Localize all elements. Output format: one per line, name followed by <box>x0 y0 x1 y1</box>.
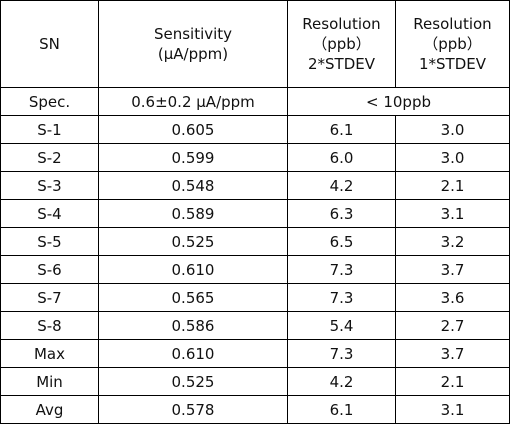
data-cell: 7.3 <box>287 283 396 312</box>
spec-cell: < 10ppb <box>287 87 510 116</box>
data-cell: 2.7 <box>395 311 510 340</box>
data-cell: 0.589 <box>98 199 288 228</box>
data-cell: 0.525 <box>98 227 288 256</box>
data-row: Min 0.525 4.2 2.1 <box>0 367 510 396</box>
spec-cell: Spec. <box>0 87 99 116</box>
header-cell: Sensitivity (μA/ppm) <box>98 0 288 88</box>
data-cell: Min <box>0 367 99 396</box>
data-cell: 3.0 <box>395 143 510 172</box>
header-text: 1*STDEV <box>418 55 487 73</box>
data-cell: 4.2 <box>287 367 396 396</box>
data-cell: 7.3 <box>287 255 396 284</box>
header-row: SN Sensitivity (μA/ppm) Resolution （ppb） 2*ST… <box>0 0 510 88</box>
data-cell: 2.1 <box>395 367 510 396</box>
data-cell: Max <box>0 339 99 368</box>
header-text: Resolution <box>302 15 381 33</box>
data-row: S-7 0.565 7.3 3.6 <box>0 283 510 312</box>
spec-cell: 0.6±0.2 μA/ppm <box>98 87 288 116</box>
data-cell: 0.605 <box>98 115 288 144</box>
data-row: S-2 0.599 6.0 3.0 <box>0 143 510 172</box>
data-row: Avg 0.578 6.1 3.1 <box>0 395 510 424</box>
header-text: (μA/ppm) <box>157 45 229 63</box>
header-cell: Resolution （ppb） 2*STDEV <box>287 0 396 88</box>
header-text: （ppb） <box>312 35 371 53</box>
data-cell: S-3 <box>0 171 99 200</box>
header-text: （ppb） <box>423 35 482 53</box>
data-cell: 3.6 <box>395 283 510 312</box>
data-row: S-5 0.525 6.5 3.2 <box>0 227 510 256</box>
data-cell: 6.1 <box>287 395 396 424</box>
data-cell: 3.2 <box>395 227 510 256</box>
data-cell: 6.1 <box>287 115 396 144</box>
data-row: S-4 0.589 6.3 3.1 <box>0 199 510 228</box>
data-cell: 3.7 <box>395 339 510 368</box>
data-cell: S-2 <box>0 143 99 172</box>
data-cell: S-7 <box>0 283 99 312</box>
data-cell: 0.610 <box>98 255 288 284</box>
data-cell: S-4 <box>0 199 99 228</box>
data-cell: 0.586 <box>98 311 288 340</box>
header-text: Sensitivity <box>153 25 233 43</box>
data-cell: 5.4 <box>287 311 396 340</box>
data-cell: S-8 <box>0 311 99 340</box>
data-row: S-8 0.586 5.4 2.7 <box>0 311 510 340</box>
data-cell: 0.610 <box>98 339 288 368</box>
data-cell: 0.565 <box>98 283 288 312</box>
data-cell: 2.1 <box>395 171 510 200</box>
data-cell: 6.5 <box>287 227 396 256</box>
spec-row: Spec. 0.6±0.2 μA/ppm < 10ppb <box>0 87 510 116</box>
data-cell: 3.0 <box>395 115 510 144</box>
data-row: Max 0.610 7.3 3.7 <box>0 339 510 368</box>
header-text: Resolution <box>413 15 492 33</box>
data-cell: 0.548 <box>98 171 288 200</box>
data-cell: S-1 <box>0 115 99 144</box>
data-cell: 7.3 <box>287 339 396 368</box>
data-cell: S-6 <box>0 255 99 284</box>
header-text: SN <box>39 35 60 53</box>
data-cell: 0.525 <box>98 367 288 396</box>
data-cell: 3.1 <box>395 199 510 228</box>
data-cell: S-5 <box>0 227 99 256</box>
data-cell: 0.578 <box>98 395 288 424</box>
data-cell: 3.1 <box>395 395 510 424</box>
data-cell: 6.0 <box>287 143 396 172</box>
header-text: 2*STDEV <box>307 55 376 73</box>
data-cell: 0.599 <box>98 143 288 172</box>
data-cell: 4.2 <box>287 171 396 200</box>
data-row: S-1 0.605 6.1 3.0 <box>0 115 510 144</box>
header-cell: SN <box>0 0 99 88</box>
data-row: S-6 0.610 7.3 3.7 <box>0 255 510 284</box>
header-cell: Resolution （ppb） 1*STDEV <box>395 0 510 88</box>
data-cell: 3.7 <box>395 255 510 284</box>
data-cell: Avg <box>0 395 99 424</box>
data-row: S-3 0.548 4.2 2.1 <box>0 171 510 200</box>
data-cell: 6.3 <box>287 199 396 228</box>
